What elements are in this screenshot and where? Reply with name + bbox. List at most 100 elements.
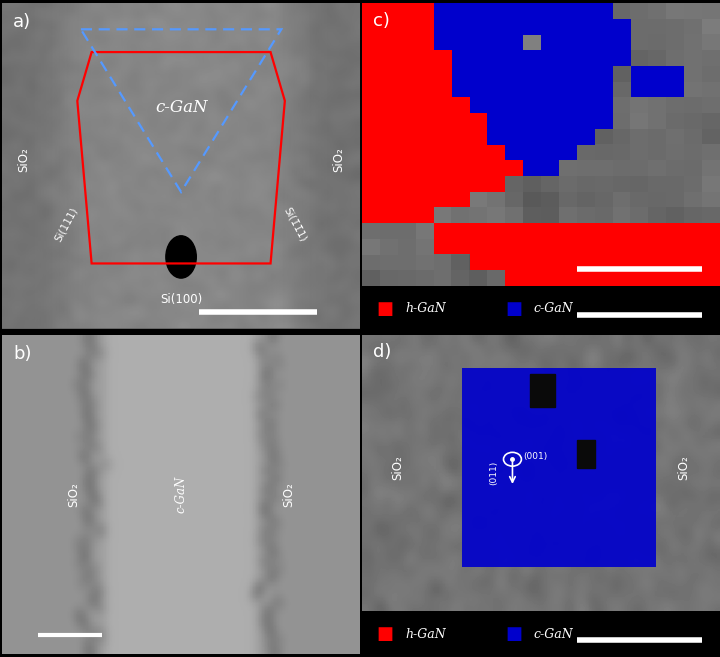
- Bar: [469, 145, 487, 160]
- Bar: [469, 35, 487, 51]
- Bar: [433, 66, 451, 81]
- Bar: [469, 238, 487, 254]
- Bar: [398, 145, 416, 160]
- Bar: [416, 81, 433, 97]
- Ellipse shape: [166, 236, 197, 278]
- Bar: [505, 51, 523, 66]
- Bar: [595, 270, 613, 286]
- Bar: [577, 129, 595, 145]
- Bar: [595, 254, 613, 270]
- Bar: [613, 254, 631, 270]
- Bar: [487, 81, 505, 97]
- Bar: [559, 254, 577, 270]
- Bar: [559, 113, 577, 129]
- Bar: [433, 97, 451, 113]
- Bar: [595, 19, 613, 35]
- Text: c): c): [373, 12, 390, 30]
- Bar: [631, 254, 649, 270]
- Bar: [451, 176, 469, 192]
- Bar: [433, 223, 451, 238]
- Bar: [380, 208, 398, 223]
- Bar: [362, 19, 380, 35]
- Bar: [595, 35, 613, 51]
- Bar: [451, 160, 469, 176]
- Bar: [433, 176, 451, 192]
- Bar: [505, 66, 523, 81]
- Bar: [505, 35, 523, 51]
- Bar: [541, 97, 559, 113]
- Bar: [523, 223, 541, 238]
- Bar: [380, 66, 398, 81]
- Bar: [523, 81, 541, 97]
- Bar: [505, 238, 523, 254]
- Bar: [649, 254, 666, 270]
- Bar: [595, 51, 613, 66]
- Bar: [559, 145, 577, 160]
- Bar: [559, 97, 577, 113]
- Bar: [649, 81, 666, 97]
- Bar: [487, 254, 505, 270]
- Bar: [577, 19, 595, 35]
- Bar: [451, 113, 469, 129]
- Bar: [613, 19, 631, 35]
- Bar: [649, 238, 666, 254]
- Bar: [595, 223, 613, 238]
- Bar: [595, 81, 613, 97]
- Bar: [577, 97, 595, 113]
- Bar: [577, 35, 595, 51]
- Bar: [398, 66, 416, 81]
- Bar: [487, 97, 505, 113]
- Bar: [541, 145, 559, 160]
- Bar: [541, 160, 559, 176]
- Bar: [505, 160, 523, 176]
- Bar: [505, 97, 523, 113]
- Bar: [702, 270, 720, 286]
- Text: b): b): [13, 345, 32, 363]
- Bar: [451, 129, 469, 145]
- Bar: [416, 66, 433, 81]
- Bar: [362, 208, 380, 223]
- Text: SiO₂: SiO₂: [678, 455, 690, 480]
- Bar: [416, 192, 433, 208]
- Bar: [362, 66, 380, 81]
- Bar: [631, 223, 649, 238]
- Bar: [505, 223, 523, 238]
- Bar: [469, 223, 487, 238]
- Bar: [595, 97, 613, 113]
- Text: c-GaN: c-GaN: [534, 627, 574, 641]
- Bar: [416, 19, 433, 35]
- Bar: [577, 51, 595, 66]
- Bar: [469, 51, 487, 66]
- Bar: [398, 3, 416, 19]
- Text: Si(1̄1̄1): Si(1̄1̄1): [282, 206, 309, 243]
- Bar: [398, 208, 416, 223]
- Bar: [398, 113, 416, 129]
- Bar: [469, 176, 487, 192]
- Bar: [613, 223, 631, 238]
- Bar: [469, 66, 487, 81]
- Bar: [398, 176, 416, 192]
- Bar: [541, 51, 559, 66]
- Bar: [559, 66, 577, 81]
- Bar: [398, 97, 416, 113]
- Bar: [523, 113, 541, 129]
- Bar: [451, 81, 469, 97]
- Text: a): a): [13, 13, 31, 31]
- Bar: [577, 66, 595, 81]
- Bar: [451, 19, 469, 35]
- Bar: [416, 51, 433, 66]
- Bar: [469, 113, 487, 129]
- Bar: [380, 19, 398, 35]
- Text: SiO₂: SiO₂: [392, 455, 405, 480]
- Bar: [433, 51, 451, 66]
- Bar: [577, 254, 595, 270]
- Text: SiO₂: SiO₂: [282, 482, 295, 507]
- Bar: [523, 51, 541, 66]
- Bar: [380, 176, 398, 192]
- Bar: [362, 129, 380, 145]
- Bar: [523, 238, 541, 254]
- Bar: [487, 223, 505, 238]
- Bar: [523, 160, 541, 176]
- Bar: [559, 223, 577, 238]
- Bar: [541, 35, 559, 51]
